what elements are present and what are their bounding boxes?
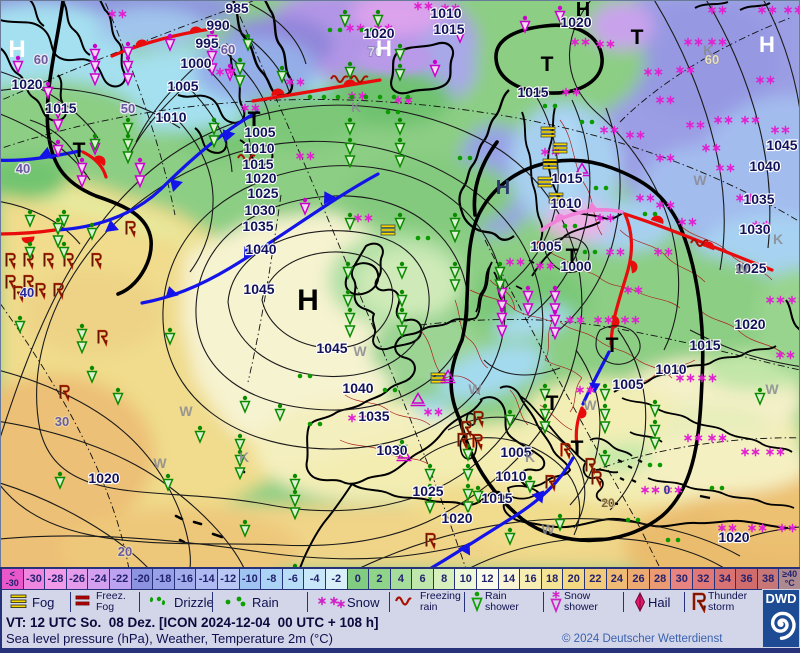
svg-text:1045: 1045 <box>316 340 347 356</box>
svg-text:T: T <box>248 108 261 131</box>
svg-text:1030: 1030 <box>739 221 770 237</box>
svg-text:1000: 1000 <box>560 258 591 274</box>
svg-text:T: T <box>606 334 619 357</box>
svg-text:20: 20 <box>601 496 615 510</box>
svg-text:W: W <box>153 455 167 471</box>
svg-text:W: W <box>735 261 749 277</box>
svg-text:H: H <box>376 36 392 61</box>
svg-text:W: W <box>468 381 482 397</box>
svg-text:1015: 1015 <box>242 156 273 172</box>
svg-text:1035: 1035 <box>743 191 774 207</box>
svg-text:40: 40 <box>16 161 30 176</box>
svg-text:1010: 1010 <box>495 468 526 484</box>
svg-text:W: W <box>179 403 193 419</box>
svg-text:1035: 1035 <box>242 218 273 234</box>
svg-text:H: H <box>297 284 319 317</box>
svg-text:W: W <box>765 381 779 397</box>
svg-text:T: T <box>631 26 644 49</box>
svg-text:1020: 1020 <box>560 14 591 30</box>
svg-text:1005: 1005 <box>167 78 198 94</box>
svg-text:1015: 1015 <box>551 170 582 186</box>
svg-text:1020: 1020 <box>245 170 276 186</box>
svg-text:1005: 1005 <box>530 238 561 254</box>
svg-text:T: T <box>541 53 554 76</box>
svg-text:H: H <box>496 177 510 199</box>
svg-text:1025: 1025 <box>412 483 443 499</box>
svg-text:1045: 1045 <box>766 137 797 153</box>
svg-text:0: 0 <box>664 483 671 497</box>
svg-text:K: K <box>703 42 713 58</box>
svg-text:W: W <box>583 397 597 413</box>
svg-text:1020: 1020 <box>441 510 472 526</box>
svg-text:1000: 1000 <box>180 55 211 71</box>
svg-text:1025: 1025 <box>735 260 766 276</box>
svg-text:1005: 1005 <box>612 376 643 392</box>
svg-text:K: K <box>525 449 535 465</box>
svg-text:990: 990 <box>206 17 230 33</box>
svg-text:1015: 1015 <box>689 337 720 353</box>
svg-text:K: K <box>773 231 783 247</box>
svg-text:20: 20 <box>118 544 132 559</box>
svg-text:H: H <box>576 0 590 21</box>
svg-text:W: W <box>353 343 367 359</box>
svg-text:995: 995 <box>195 35 219 51</box>
svg-text:T: T <box>546 392 559 415</box>
svg-text:1010: 1010 <box>655 361 686 377</box>
svg-text:W: W <box>693 172 707 188</box>
svg-text:1010: 1010 <box>550 195 581 211</box>
svg-text:60: 60 <box>221 42 235 57</box>
svg-text:1020: 1020 <box>11 76 42 92</box>
svg-text:W: W <box>541 521 555 537</box>
svg-text:40: 40 <box>20 285 34 300</box>
svg-text:985: 985 <box>225 0 249 16</box>
svg-text:60: 60 <box>705 52 719 67</box>
svg-text:1015: 1015 <box>433 21 464 37</box>
svg-text:K: K <box>239 449 249 465</box>
svg-text:H: H <box>759 32 775 57</box>
svg-text:1040: 1040 <box>342 380 373 396</box>
svg-text:1040: 1040 <box>749 158 780 174</box>
svg-text:1020: 1020 <box>734 316 765 332</box>
svg-text:1020: 1020 <box>363 25 394 41</box>
svg-text:1035: 1035 <box>358 408 389 424</box>
svg-text:T: T <box>566 245 579 268</box>
svg-text:1015: 1015 <box>45 100 76 116</box>
svg-text:T: T <box>571 437 584 460</box>
svg-text:60: 60 <box>34 52 48 67</box>
svg-text:1015: 1015 <box>481 490 512 506</box>
svg-text:1020: 1020 <box>718 529 749 545</box>
svg-text:70: 70 <box>368 44 382 59</box>
svg-text:1030: 1030 <box>376 442 407 458</box>
svg-text:H: H <box>8 36 25 63</box>
svg-text:1010: 1010 <box>243 140 274 156</box>
svg-text:T: T <box>73 139 86 162</box>
svg-text:1025: 1025 <box>247 185 278 201</box>
svg-text:1020: 1020 <box>88 470 119 486</box>
svg-text:1010: 1010 <box>430 5 461 21</box>
svg-text:1040: 1040 <box>245 241 276 257</box>
svg-text:30: 30 <box>55 414 69 429</box>
svg-text:1045: 1045 <box>243 281 274 297</box>
svg-text:1005: 1005 <box>244 124 275 140</box>
svg-text:1015: 1015 <box>517 84 548 100</box>
svg-text:1005: 1005 <box>500 444 531 460</box>
svg-text:1030: 1030 <box>244 202 275 218</box>
svg-text:50: 50 <box>121 101 135 116</box>
svg-text:K: K <box>351 99 361 115</box>
svg-text:1010: 1010 <box>155 109 186 125</box>
